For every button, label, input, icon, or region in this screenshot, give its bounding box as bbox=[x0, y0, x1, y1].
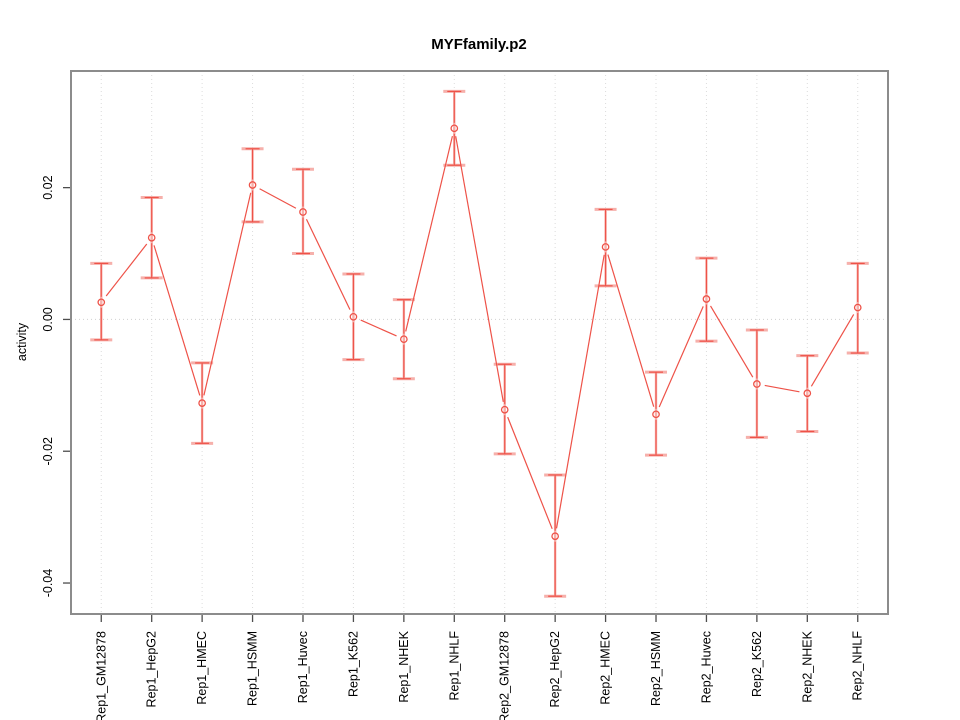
x-tick-label: Rep1_HSMM bbox=[246, 631, 260, 706]
data-point-marker bbox=[349, 312, 358, 321]
error-bar bbox=[140, 196, 163, 280]
series-segment bbox=[305, 218, 351, 310]
axis-label-layer: Rep1_GM12878 Rep1_HepG2 Rep1_HMEC Rep1_HSMM… bbox=[41, 175, 865, 720]
x-tick-label: Rep1_Huvec bbox=[296, 631, 310, 703]
error-bar bbox=[342, 272, 365, 362]
gridline-layer bbox=[71, 71, 888, 614]
data-point-marker bbox=[450, 124, 459, 133]
error-bar bbox=[493, 362, 516, 456]
x-tick-label: Rep1_NHLF bbox=[447, 631, 461, 701]
series-segment bbox=[360, 319, 397, 337]
series-segment bbox=[810, 314, 855, 387]
error-bar bbox=[846, 261, 869, 355]
x-tick-label: Rep2_NHLF bbox=[851, 631, 865, 701]
x-tick-label: Rep2_K562 bbox=[750, 631, 764, 697]
data-point-marker bbox=[803, 389, 812, 398]
x-tick-label: Rep1_K562 bbox=[346, 631, 360, 697]
series-segment bbox=[658, 306, 704, 408]
data-point-marker bbox=[400, 335, 408, 344]
error-bar bbox=[241, 147, 264, 224]
error-bar bbox=[392, 298, 415, 381]
y-tick-label: -0.02 bbox=[41, 437, 55, 466]
x-tick-label: Rep2_Huvec bbox=[699, 631, 713, 703]
x-tick-label: Rep1_NHEK bbox=[397, 630, 411, 702]
series-segment bbox=[710, 305, 754, 378]
data-point-marker bbox=[299, 208, 307, 216]
data-point-marker bbox=[551, 532, 559, 541]
y-axis-label: activity bbox=[15, 322, 29, 361]
data-point-marker bbox=[702, 295, 711, 303]
data-point-marker bbox=[198, 399, 206, 407]
data-point-marker bbox=[147, 233, 156, 242]
data-point-marker bbox=[248, 181, 257, 189]
error-bar bbox=[191, 361, 214, 445]
error-bar bbox=[695, 256, 718, 343]
series-segment bbox=[105, 243, 148, 297]
x-tick-label: Rep1_GM12878 bbox=[94, 631, 108, 720]
x-tick-label: Rep1_HMEC bbox=[195, 631, 209, 705]
error-bar bbox=[544, 473, 567, 598]
error-bar bbox=[443, 89, 466, 167]
series-segment bbox=[507, 416, 553, 530]
error-bar bbox=[745, 328, 768, 439]
error-bar bbox=[796, 354, 819, 433]
series-segment bbox=[555, 254, 605, 529]
chart-title: MYFfamily.p2 bbox=[431, 36, 527, 53]
series-segment bbox=[259, 188, 297, 209]
plot-border bbox=[70, 70, 889, 615]
error-bar bbox=[90, 261, 113, 342]
data-point-marker bbox=[652, 410, 660, 419]
data-point-marker bbox=[500, 405, 509, 414]
data-point-marker bbox=[753, 380, 761, 388]
y-tick-label: 0.00 bbox=[41, 307, 55, 331]
series-segment bbox=[203, 192, 252, 396]
data-point-marker bbox=[601, 243, 610, 251]
x-tick-label: Rep2_HSMM bbox=[649, 631, 663, 706]
series-segment bbox=[455, 136, 504, 402]
x-tick-label: Rep2_NHEK bbox=[800, 630, 814, 702]
series-segment bbox=[405, 135, 454, 332]
x-tick-label: Rep2_GM12878 bbox=[498, 631, 512, 720]
error-bar bbox=[291, 167, 314, 256]
series-segment bbox=[153, 245, 201, 396]
x-tick-label: Rep1_HepG2 bbox=[145, 631, 159, 707]
y-tick-label: -0.04 bbox=[41, 569, 55, 598]
x-tick-label: Rep2_HMEC bbox=[599, 631, 613, 705]
series-segment bbox=[764, 384, 800, 393]
y-tick-label: 0.02 bbox=[41, 175, 55, 199]
data-point-marker bbox=[853, 303, 862, 312]
series-segment bbox=[607, 254, 655, 407]
axes-layer bbox=[63, 70, 889, 622]
error-bar bbox=[645, 370, 668, 457]
data-layer bbox=[90, 89, 869, 598]
data-point-marker bbox=[97, 298, 106, 307]
x-tick-label: Rep2_HepG2 bbox=[548, 631, 562, 707]
